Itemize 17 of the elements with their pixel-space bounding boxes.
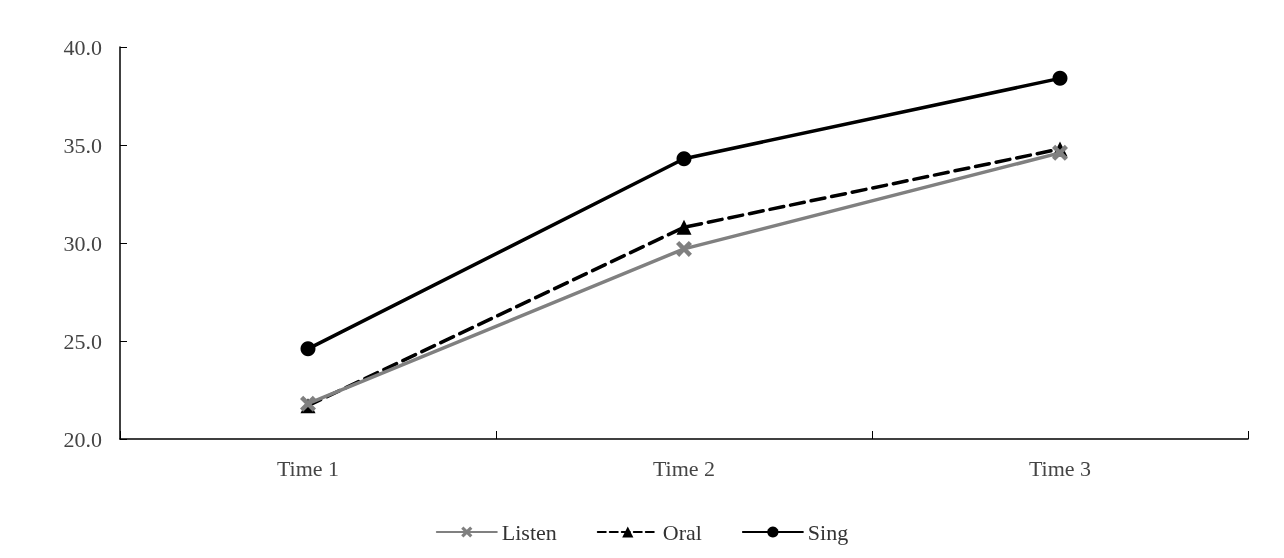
y-tick-label: 20.0 (63, 426, 102, 452)
x-tick-label: Time 3 (1028, 455, 1092, 481)
x-tick-label: Time 2 (652, 455, 716, 481)
y-tick-label: 35.0 (63, 132, 102, 158)
point (1052, 144, 1068, 161)
legend-label: Oral (662, 519, 702, 545)
legend-label: Sing (807, 519, 849, 545)
point (300, 341, 316, 357)
y-tick-label: 40.0 (63, 34, 102, 60)
y-tick-label: 25.0 (63, 328, 102, 354)
point (1052, 70, 1068, 86)
point (676, 219, 692, 235)
point (676, 240, 692, 257)
x-tick-label: Time 1 (276, 455, 340, 481)
point (676, 151, 692, 167)
legend-label: Listen (501, 519, 557, 545)
y-tick-label: 30.0 (63, 230, 102, 256)
